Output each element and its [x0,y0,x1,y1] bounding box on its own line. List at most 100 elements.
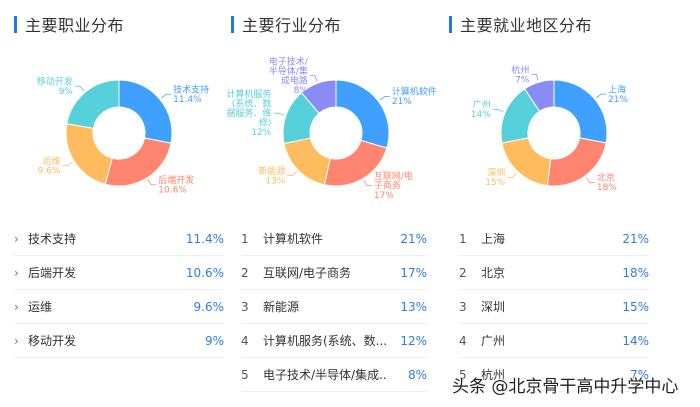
panel-title: 主要行业分布 [231,14,341,35]
item-percentage: 7% [629,367,649,382]
occupation-list: › 技术支持 11.4% › 后端开发 10.6% › 运维 9.6% › 移动开发 9% [14,222,224,358]
item-name: 互联网/电子商务 [263,266,352,280]
rank-number: 5 [459,367,467,382]
panel-region: 主要就业地区分布 上海 21% 北京 18% 深圳 15% 广州 14% 杭州 7% 1 上海 21%… [449,0,669,407]
item-percentage: 12% [400,333,427,348]
label-leader-line [363,180,372,187]
rank-number: 4 [459,333,467,348]
slice-label: 北京 18% [597,172,617,194]
item-percentage: 8% [407,367,427,382]
panel-title: 主要职业分布 [14,14,125,35]
item-name: 深圳 [481,300,506,314]
item-name: 北京 [481,266,506,280]
rank-number: 3 [241,299,249,314]
donut-chart-occupation: 技术支持 11.4% 后端开发 10.6% 运维 9.6% 移动开发 9% [37,75,209,196]
donut-slice[interactable] [553,79,608,144]
panel-title: 主要就业地区分布 [449,14,593,35]
donut-slice[interactable] [65,123,113,185]
title-accent-bar [449,15,452,33]
item-percentage: 15% [622,299,649,314]
chevron-right-icon[interactable]: › [14,333,19,348]
list-item: 5 杭州 7% [459,358,649,392]
chevron-right-icon[interactable]: › [14,231,19,246]
item-name: 运维 [28,300,53,314]
item-percentage: 21% [622,231,649,246]
list-item: 3 新能源 13% [241,290,427,324]
list-item[interactable]: › 移动开发 9% [14,324,224,358]
donut-slice[interactable] [66,79,120,129]
slice-label: 电子技术/半导体/集成电路 8% [269,56,309,97]
label-leader-line [379,96,390,101]
donut-slice[interactable] [523,79,555,113]
item-name: 电子技术/半导体/集成... [263,368,387,382]
list-item: 2 互联网/电子商务 17% [241,256,427,290]
rank-number: 2 [459,265,467,280]
slice-label: 后端开发 10.6% [158,174,194,196]
item-percentage: 10.6% [185,265,224,280]
donut-chart-region: 上海 21% 北京 18% 深圳 15% 广州 14% 杭州 7% [471,64,629,194]
slice-label: 互联网/电子商务 17% [374,170,413,201]
donut-chart-industry: 计算机软件 21% 互联网/电子商务 17% 新能源 13% 计算机服务(系统、数据服务、维… [226,56,437,202]
list-item[interactable]: › 后端开发 10.6% [14,256,224,290]
list-item[interactable]: › 运维 9.6% [14,290,224,324]
label-leader-line [273,112,285,116]
rank-number: 1 [459,231,467,246]
item-percentage: 9.6% [193,299,225,314]
title-text: 主要就业地区分布 [460,16,593,35]
item-name: 广州 [481,334,506,348]
slice-label: 计算机服务(系统、数据服务、维修) 12% [226,88,271,138]
label-leader-line [62,162,73,167]
slice-label: 移动开发 9% [37,75,73,97]
label-leader-line [161,93,172,99]
label-leader-line [287,171,297,177]
label-leader-line [596,93,607,99]
slice-label: 运维 9.6% [38,155,61,177]
item-name: 上海 [481,232,506,246]
donut-slice[interactable] [501,137,552,187]
slice-label: 新能源 13% [258,165,285,187]
label-leader-line [531,74,539,81]
panel-occupation: 主要职业分布 技术支持 11.4% 后端开发 10.6% 运维 9.6% 移动开发 9% › 技… [14,0,224,407]
item-percentage: 17% [400,265,427,280]
chevron-right-icon[interactable]: › [14,299,19,314]
slice-label: 深圳 15% [485,168,505,189]
list-item: 4 计算机服务(系统、数... 12% [241,324,427,358]
title-accent-bar [14,15,17,33]
item-percentage: 14% [622,333,649,348]
panel-industry: 主要行业分布 计算机软件 21% 互联网/电子商务 17% 新能源 13% 计算机服务(系统… [226,0,437,407]
item-name: 移动开发 [28,334,77,348]
slice-label: 上海 21% [608,83,628,105]
item-percentage: 13% [400,299,427,314]
item-name: 技术支持 [28,232,77,246]
list-item: 4 广州 14% [459,324,649,358]
donut-slice[interactable] [300,79,337,114]
list-item: 3 深圳 15% [459,290,649,324]
list-item: 1 计算机软件 21% [241,222,427,256]
label-leader-line [309,75,318,82]
slice-label: 技术支持 11.4% [173,83,209,105]
rank-number: 2 [241,265,249,280]
item-name: 计算机软件 [263,232,324,246]
label-leader-line [147,179,157,186]
donut-slice[interactable] [118,79,173,144]
donut-slice[interactable] [335,79,390,149]
list-item[interactable]: › 技术支持 11.4% [14,222,224,256]
title-text: 主要职业分布 [25,16,125,35]
chevron-right-icon[interactable]: › [14,265,19,280]
list-item: 1 上海 21% [459,222,649,256]
label-leader-line [586,177,595,183]
rank-number: 5 [241,367,249,382]
item-percentage: 21% [400,231,427,246]
rank-number: 3 [459,299,467,314]
rank-number: 4 [241,333,249,348]
slice-label: 计算机软件 21% [392,86,437,108]
region-list: 1 上海 21% 2 北京 18% 3 深圳 15% 4 广州 14% 5 杭州 7% [459,222,649,392]
item-name: 杭州 [481,368,506,382]
item-percentage: 18% [622,265,649,280]
item-name: 后端开发 [28,266,77,280]
item-name: 计算机服务(系统、数... [263,334,387,348]
label-leader-line [492,108,504,113]
label-leader-line [507,172,517,178]
donut-slice[interactable] [283,137,331,186]
list-item: 5 电子技术/半导体/集成... 8% [241,358,427,392]
